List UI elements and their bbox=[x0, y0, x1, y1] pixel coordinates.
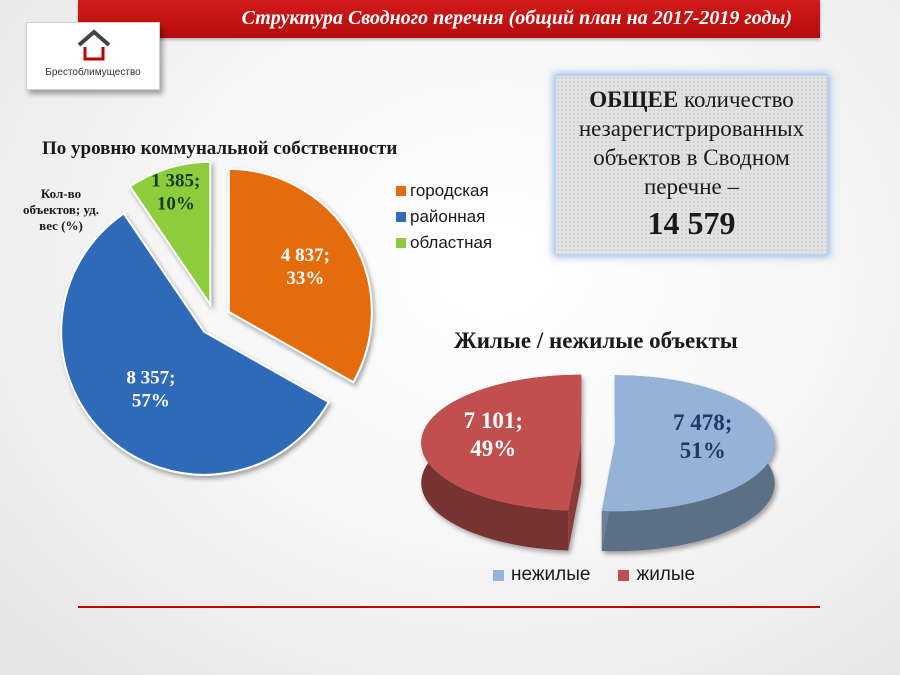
total-line-4: перечне – bbox=[644, 174, 739, 199]
legend-label-nonresidential: нежилые bbox=[511, 564, 591, 585]
house-roof-icon bbox=[77, 29, 111, 61]
pie2-label-residential: 7 101; 49% bbox=[464, 408, 523, 461]
total-line-3: объектов в Сводном bbox=[593, 145, 790, 170]
legend-item-district: районная bbox=[396, 204, 492, 230]
legend-swatch-city bbox=[396, 186, 406, 196]
header-title: Структура Сводного перечня (общий план н… bbox=[241, 7, 792, 29]
legend-swatch-residential bbox=[618, 569, 630, 581]
pie1-label-district: 8 357; 57% bbox=[126, 368, 175, 412]
legend-label-district: районная bbox=[410, 207, 486, 226]
legend-label-city: городская bbox=[410, 181, 489, 200]
legend-label-regional: областная bbox=[410, 233, 493, 252]
total-line1-rest: количество bbox=[678, 87, 794, 112]
pie2-label-nonresidential: 7 478; 51% bbox=[673, 410, 732, 463]
legend-label-residential: жилые bbox=[636, 564, 696, 585]
pie1-label-city: 4 837; 33% bbox=[281, 245, 330, 289]
pie1-label-regional: 1 385; 10% bbox=[151, 171, 200, 215]
pie2-slice-residential bbox=[421, 374, 582, 551]
legend-swatch-nonresidential bbox=[493, 569, 504, 581]
logo: Брестоблимущество bbox=[26, 22, 160, 90]
pie1-slice-regional bbox=[128, 160, 212, 308]
logo-text: Брестоблимущество bbox=[45, 67, 141, 78]
legend-item-residential: жилые bbox=[618, 564, 695, 586]
pie1-slice-district bbox=[60, 212, 331, 476]
total-line-2: незарегистрированных bbox=[578, 116, 805, 141]
total-bold-word: ОБЩЕЕ bbox=[589, 87, 679, 112]
pie2-title: Жилые / нежилые объекты bbox=[454, 328, 738, 353]
pie1-slice-city bbox=[227, 167, 373, 384]
pie1-ylabel: Кол-во объектов; уд. вес (%) bbox=[22, 186, 99, 233]
pie1-legend: городская районная областная bbox=[396, 178, 492, 256]
total-box: ОБЩЕЕ количество незарегистрированных об… bbox=[555, 75, 828, 255]
legend-item-city: городская bbox=[396, 178, 492, 204]
total-line-1: ОБЩЕЕ количество bbox=[556, 85, 827, 114]
legend-swatch-district bbox=[396, 212, 406, 222]
legend-swatch-regional bbox=[396, 238, 406, 248]
pie2-legend: нежилые жилые bbox=[493, 564, 723, 586]
header-bar: Структура Сводного перечня (общий план н… bbox=[78, 0, 820, 38]
bottom-rule bbox=[78, 606, 820, 608]
legend-item-regional: областная bbox=[396, 230, 492, 256]
pie1-title: По уровню коммунальной собственности bbox=[42, 138, 398, 159]
total-value: 14 579 bbox=[647, 205, 736, 241]
pie2-slice-nonresidential bbox=[601, 375, 775, 552]
legend-item-nonresidential: нежилые bbox=[493, 564, 590, 586]
